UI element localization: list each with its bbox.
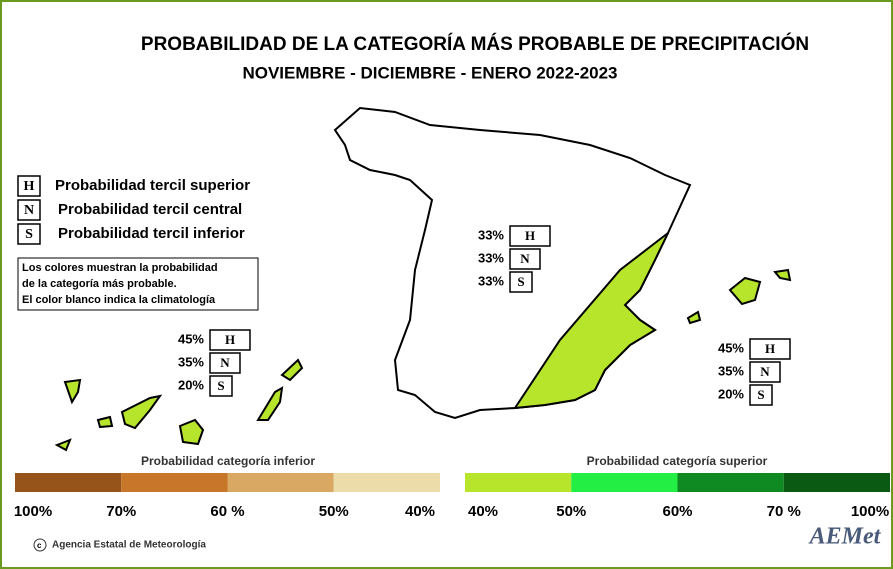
note-line: Los colores muestran la probabilidad	[22, 262, 218, 274]
key-box	[509, 225, 551, 247]
color-segment	[227, 473, 334, 492]
credit: Agencia Estatal de Meteorología	[52, 540, 206, 551]
colorbar: Probabilidad categoría inferior 100% 70% 60…	[14, 454, 890, 520]
color-segment	[571, 473, 678, 492]
canary-islands	[54, 358, 304, 452]
colorbar-label: 40%	[468, 503, 498, 520]
key-box	[509, 248, 541, 270]
key-letter: N	[24, 203, 34, 218]
legend-label: Probabilidad tercil inferior	[58, 225, 245, 242]
probability: 33%	[478, 273, 504, 288]
note: Los colores muestran la probabilidad de l…	[22, 262, 218, 306]
probability: 45%	[718, 340, 744, 355]
note-box	[17, 257, 259, 311]
key-letter: H	[24, 179, 35, 194]
key-letter: N	[220, 355, 230, 370]
key-box	[209, 352, 241, 374]
key-letter: N	[520, 251, 530, 266]
legend-label: Probabilidad tercil central	[58, 201, 242, 218]
key-box	[749, 361, 781, 383]
key-letter: H	[765, 341, 775, 356]
colorbar-label: 50%	[319, 503, 349, 520]
key-letter: H	[225, 332, 235, 347]
colorbar-label: 60%	[662, 503, 692, 520]
color-segment	[121, 473, 228, 492]
probability: 33%	[478, 227, 504, 242]
colorbar-label: 50%	[556, 503, 586, 520]
key-box	[17, 223, 41, 245]
key-box	[749, 338, 791, 360]
key-letter: H	[525, 228, 535, 243]
probability: 35%	[718, 363, 744, 378]
probability: 35%	[178, 354, 204, 369]
probability: 33%	[478, 250, 504, 265]
key-letter: S	[25, 227, 33, 242]
colorbar-label: 40%	[405, 503, 435, 520]
color-segment	[465, 473, 572, 492]
colorbar-title: Probabilidad categoría superior	[587, 454, 768, 468]
probability: 20%	[718, 386, 744, 401]
colorbar-label: 70 %	[767, 503, 801, 520]
key-letter: S	[517, 274, 524, 289]
key-box	[17, 175, 41, 197]
key-letter: S	[757, 387, 764, 402]
probability: 45%	[178, 331, 204, 346]
copyright-c: c	[37, 541, 42, 550]
colorbar-label: 60 %	[210, 503, 244, 520]
colorbar-label: 70%	[106, 503, 136, 520]
color-segment	[783, 473, 890, 492]
region-labels: 33% H 33% N 33% S 45% H 35% N 20% S 45% H 35% N 20% S	[178, 225, 791, 406]
colorbar-title: Probabilidad categoría inferior	[141, 454, 315, 468]
colorbar-label: 100%	[14, 503, 52, 520]
key-letter: S	[217, 378, 224, 393]
key-box	[209, 375, 233, 397]
colorbar-label: 100%	[851, 503, 889, 520]
note-line: El color blanco indica la climatología	[22, 294, 216, 306]
title: PROBABILIDAD DE LA CATEGORÍA MÁS PROBABL…	[141, 33, 809, 55]
key-box	[209, 329, 251, 351]
legend: H Probabilidad tercil superior N Probabilid…	[17, 175, 250, 245]
key-box	[509, 271, 533, 293]
probability: 20%	[178, 377, 204, 392]
subtitle: NOVIEMBRE - DICIEMBRE - ENERO 2022-2023	[242, 63, 617, 82]
color-segment	[333, 473, 440, 492]
balearic-islands	[686, 268, 792, 325]
key-letter: N	[760, 364, 770, 379]
key-box	[749, 384, 773, 406]
legend-label: Probabilidad tercil superior	[55, 177, 250, 194]
key-box	[17, 199, 41, 221]
green-region	[513, 232, 669, 410]
logo: AEMet	[808, 524, 882, 550]
color-segment	[677, 473, 784, 492]
color-segment	[15, 473, 122, 492]
copyright-icon	[33, 538, 47, 552]
note-line: de la categoría más probable.	[22, 278, 177, 290]
